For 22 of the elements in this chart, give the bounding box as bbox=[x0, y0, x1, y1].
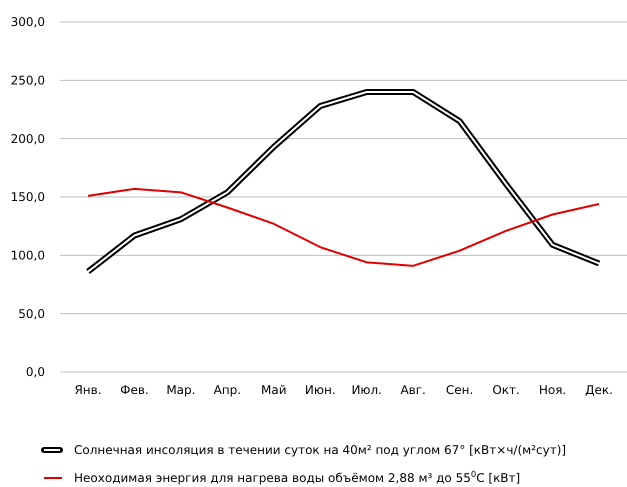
x-tick-label: Май bbox=[261, 383, 287, 397]
y-tick-label: 50,0 bbox=[18, 306, 45, 321]
y-tick-label: 250,0 bbox=[10, 74, 45, 88]
y-tick-label: 100,0 bbox=[10, 248, 45, 263]
line-series bbox=[87, 188, 600, 267]
x-tick-label: Ноя. bbox=[538, 383, 566, 397]
x-tick-label: Фев. bbox=[120, 383, 149, 397]
y-tick-label: 150,0 bbox=[10, 190, 45, 204]
x-tick-label: Окт. bbox=[492, 383, 520, 397]
x-tick-label: Сен. bbox=[446, 383, 474, 397]
x-tick-label: Июн. bbox=[304, 383, 336, 397]
legend-label: Неоходимая энергия для нагрева воды объёмом 2,88 м³ до 55$^{0}$C [кВт] bbox=[74, 469, 520, 486]
y-tick-label: 300,0 bbox=[10, 15, 45, 30]
legend-label: Солнечная инсоляция в течении суток на 40м² под углом 67° [кВт×ч/(м²сут)] bbox=[74, 443, 566, 458]
y-tick-label: 200,0 bbox=[10, 132, 45, 146]
x-tick-label: Мар. bbox=[166, 383, 196, 397]
x-tick-label: Дек. bbox=[585, 383, 613, 397]
y-tick-label: 0,0 bbox=[26, 365, 45, 380]
x-tick-label: Июл. bbox=[351, 383, 382, 397]
x-tick-label: Апр. bbox=[214, 383, 242, 397]
x-tick-label: Авг. bbox=[400, 383, 426, 397]
x-tick-label: Янв. bbox=[74, 383, 102, 397]
